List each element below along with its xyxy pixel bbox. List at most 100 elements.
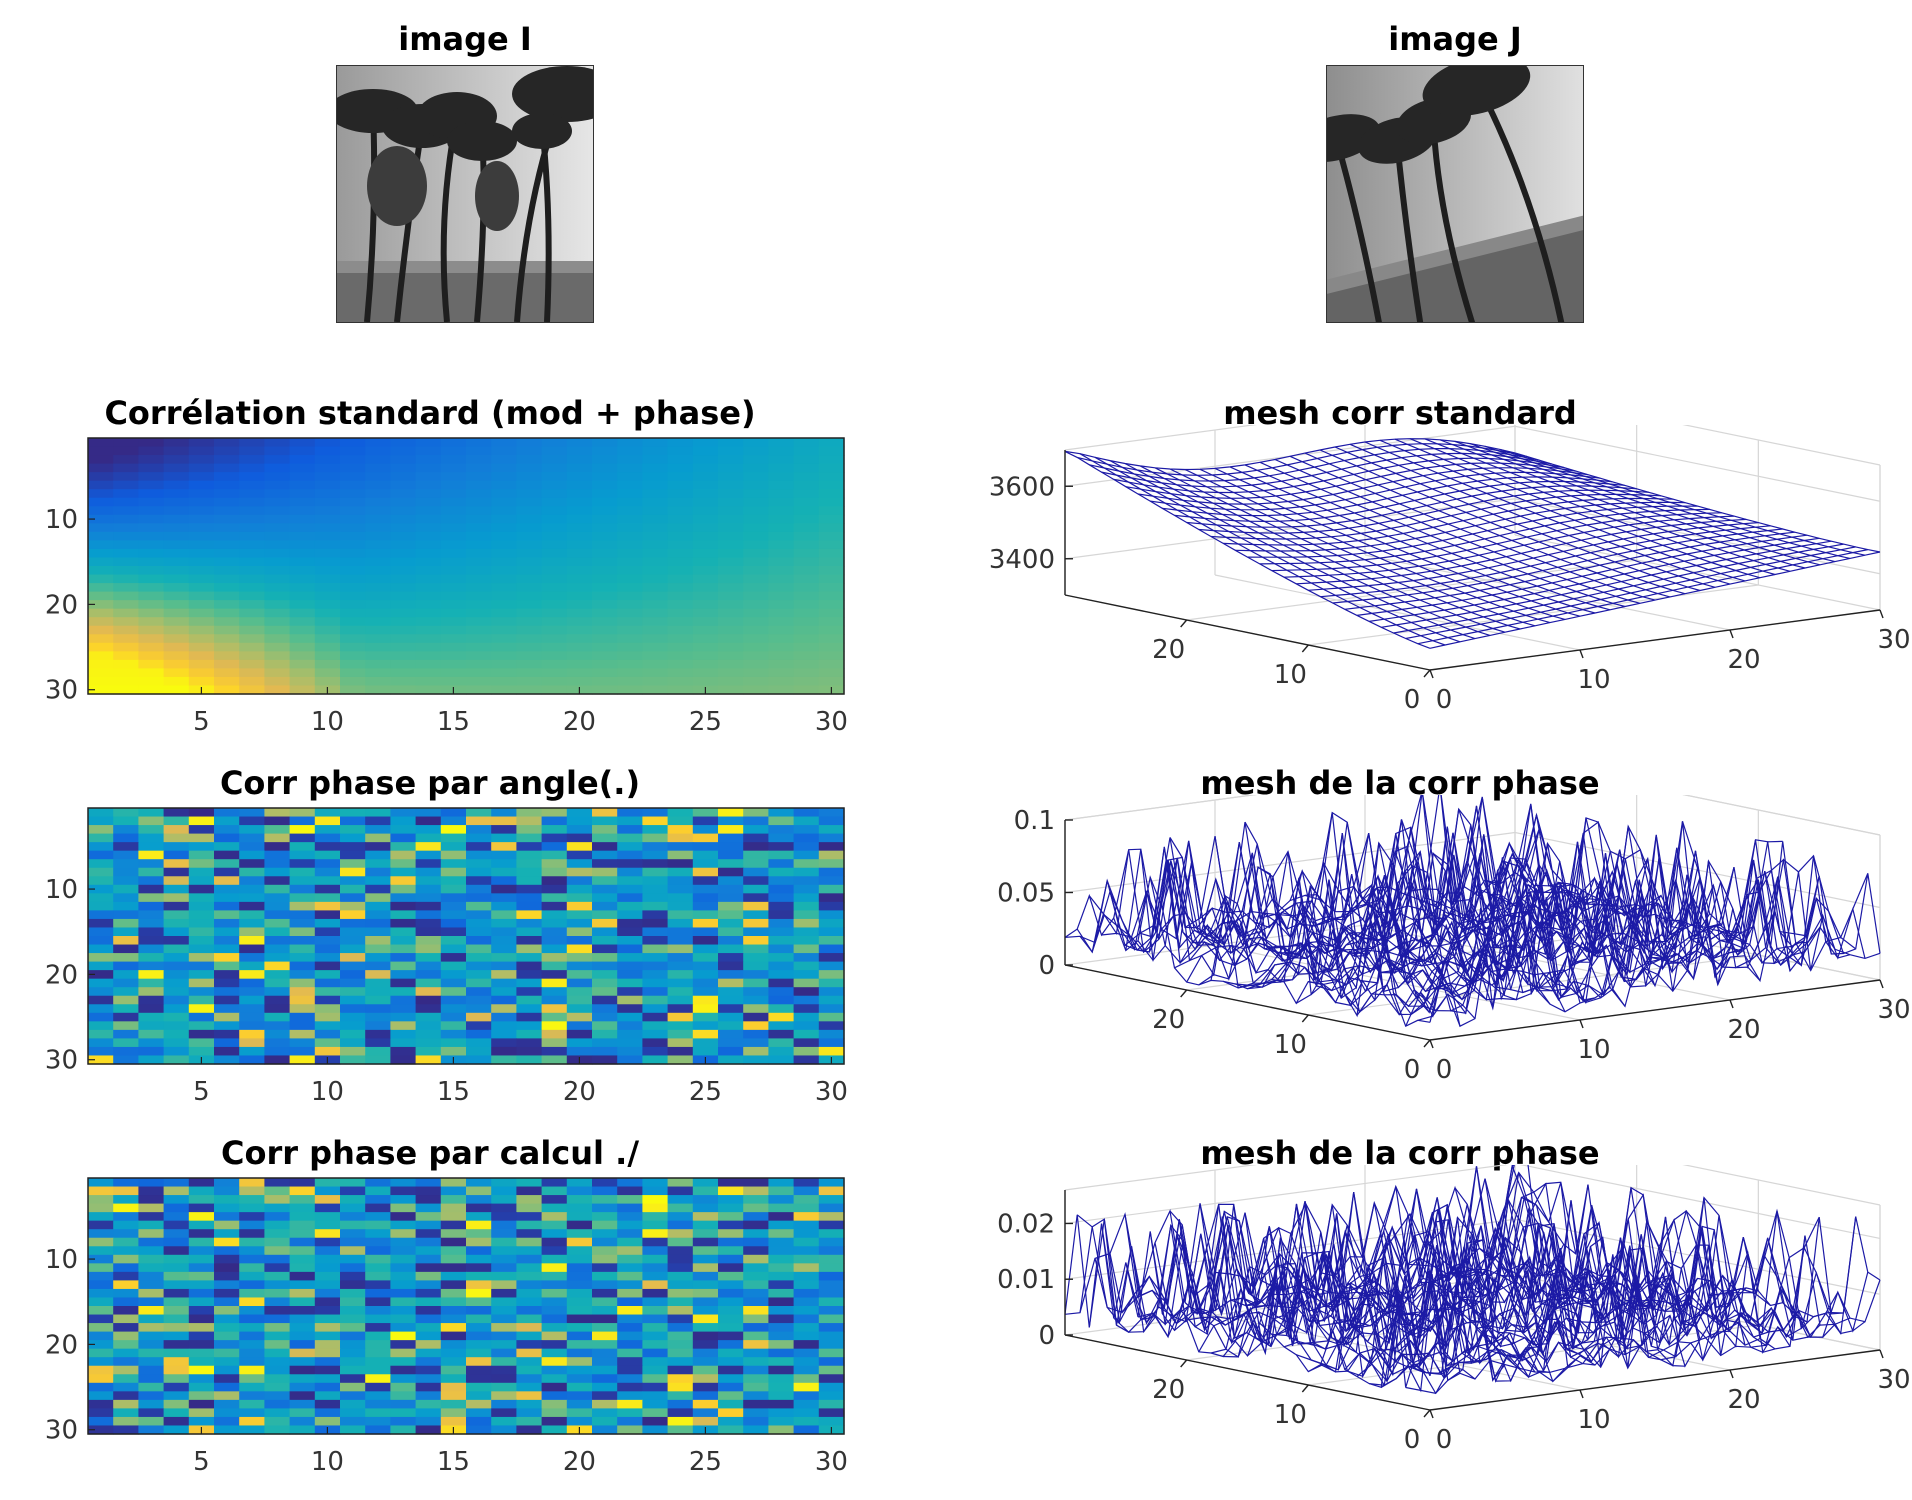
heatmap-cell [768, 996, 794, 1005]
heatmap-cell [164, 859, 190, 868]
heatmap-cell [138, 455, 164, 464]
heatmap-cell [239, 1178, 265, 1187]
heatmap-cell [466, 592, 492, 601]
heatmap-cell [365, 540, 391, 549]
heatmap-cell [164, 834, 190, 843]
heatmap-cell [642, 953, 668, 962]
heatmap-cell [542, 1047, 568, 1056]
heatmap-cell [794, 1246, 820, 1255]
heatmap-cell [516, 842, 542, 851]
heatmap-cell [592, 1038, 618, 1047]
heatmap-cell [592, 1246, 618, 1255]
heatmap-cell [239, 1204, 265, 1213]
heatmap-cell [768, 1246, 794, 1255]
heatmap-cell [239, 651, 265, 660]
heatmap-cell [416, 1306, 442, 1315]
heatmap-cell [365, 455, 391, 464]
heatmap-cell [189, 498, 215, 507]
heatmap-cell [567, 1357, 593, 1366]
grid-line [1065, 1165, 1515, 1223]
heatmap-cell [365, 834, 391, 843]
heatmap-cell [239, 1417, 265, 1426]
heatmap-cell [693, 834, 719, 843]
heatmap-cell [642, 677, 668, 686]
heatmap-cell [542, 1425, 568, 1434]
heatmap-cell [693, 1047, 719, 1056]
heatmap-cell [718, 455, 744, 464]
heatmap-cell [365, 1187, 391, 1196]
heatmap-cell [315, 438, 341, 447]
heatmap-cell [668, 1306, 694, 1315]
heatmap-cell [164, 910, 190, 919]
heatmap-cell [441, 1204, 467, 1213]
heatmap-cell [315, 876, 341, 885]
heatmap-cell [264, 583, 290, 592]
heatmap-cell [290, 851, 316, 860]
heatmap-cell [214, 447, 240, 456]
heatmap-cell [592, 902, 618, 911]
heatmap-cell [794, 868, 820, 877]
heatmap-cell [340, 1391, 366, 1400]
heatmap-cell [164, 876, 190, 885]
heatmap-cell [668, 953, 694, 962]
heatmap-cell [466, 1246, 492, 1255]
heatmap-cell [768, 962, 794, 971]
heatmap-cell [768, 660, 794, 669]
heatmap-cell [516, 566, 542, 575]
heatmap-cell [416, 834, 442, 843]
heatmap-cell [567, 532, 593, 541]
heatmap-cell [542, 438, 568, 447]
heatmap-cell [390, 1417, 416, 1426]
image-i-panel: image I [300, 20, 630, 330]
heatmap-cell [718, 447, 744, 456]
heatmap-cell [214, 868, 240, 877]
heatmap-cell [189, 532, 215, 541]
heatmap-cell [365, 1221, 391, 1230]
heatmap-cell [642, 583, 668, 592]
axis-line [1730, 1370, 1733, 1378]
heatmap-cell [416, 668, 442, 677]
heatmap-cell [365, 583, 391, 592]
mesh-corr-standard: 01020300102034003600 [960, 425, 1912, 755]
heatmap-cell [768, 1187, 794, 1196]
heatmap-cell [743, 1408, 769, 1417]
heatmap-cell [416, 859, 442, 868]
heatmap-cell [567, 817, 593, 826]
heatmap-cell [794, 523, 820, 532]
heatmap-cell [794, 489, 820, 498]
heatmap-cell [390, 945, 416, 954]
heatmap-cell [214, 685, 240, 694]
heatmap-cell [794, 817, 820, 826]
heatmap-cell [113, 979, 139, 988]
heatmap-cell [693, 600, 719, 609]
heatmap-cell [390, 1272, 416, 1281]
heatmap-cell [693, 1315, 719, 1324]
heatmap-cell [416, 660, 442, 669]
y-tick-label: 0 [1404, 1055, 1421, 1085]
heatmap-cell [315, 1030, 341, 1039]
heatmap-cell [516, 617, 542, 626]
heatmap-cell [189, 609, 215, 618]
heatmap-cell [718, 902, 744, 911]
heatmap-cell [164, 842, 190, 851]
heatmap-cell [491, 1255, 517, 1264]
heatmap-cell [315, 1221, 341, 1230]
heatmap-cell [516, 1187, 542, 1196]
heatmap-cell [718, 876, 744, 885]
heatmap-cell [365, 609, 391, 618]
heatmap-cell [768, 893, 794, 902]
heatmap-cell [668, 1221, 694, 1230]
heatmap-cell [239, 1323, 265, 1332]
heatmap-cell [693, 617, 719, 626]
palm-beach-photo-i [337, 66, 593, 322]
heatmap-cell [542, 808, 568, 817]
heatmap-cell [390, 557, 416, 566]
heatmap-cell [214, 1255, 240, 1264]
heatmap-cell [390, 1383, 416, 1392]
heatmap-cell [390, 1238, 416, 1247]
heatmap-cell [668, 506, 694, 515]
heatmap-cell [819, 557, 845, 566]
heatmap-cell [743, 1246, 769, 1255]
heatmap-cell [340, 506, 366, 515]
heatmap-cell [592, 685, 618, 694]
